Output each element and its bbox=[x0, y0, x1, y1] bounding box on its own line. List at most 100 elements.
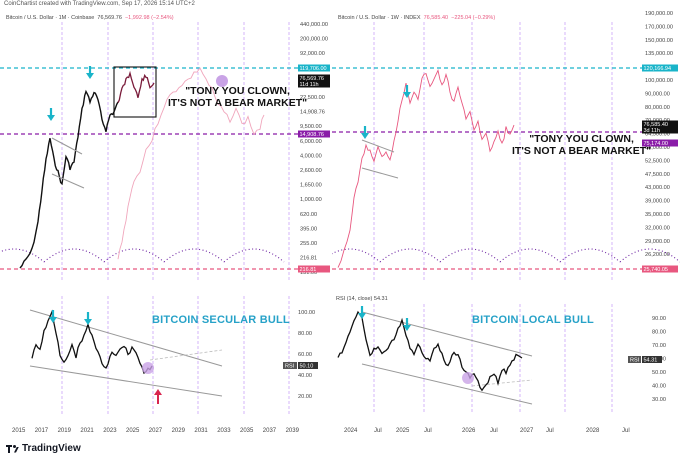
tl-circle-marker bbox=[216, 75, 228, 87]
bl-ytick-4: 20.00 bbox=[298, 394, 312, 400]
tr-arrow-head-0 bbox=[361, 133, 369, 139]
tl-ytick-7: 9,500.00 bbox=[300, 124, 322, 130]
br-ytick-1: 80.00 bbox=[652, 330, 666, 336]
br-xtick-0: 2024 bbox=[344, 428, 358, 434]
bl-xtick-6: 2027 bbox=[149, 428, 163, 434]
tr-ytick-3: 135,000.00 bbox=[645, 51, 673, 57]
tl-purple-tag-bg bbox=[298, 130, 330, 138]
br-arrow-head-0 bbox=[358, 313, 366, 319]
br-xtick-6: 2027 bbox=[520, 428, 534, 434]
tr-arrow-head-1 bbox=[403, 92, 411, 98]
tradingview-logo-icon bbox=[6, 444, 19, 453]
tr-price-tag-bg bbox=[642, 120, 678, 134]
tl-ytick-14: 395.00 bbox=[300, 226, 317, 232]
local-bull-title: BITCOIN LOCAL BULL bbox=[472, 314, 594, 326]
br-rsi-line bbox=[337, 310, 523, 392]
tr-ytick-2: 150,000.00 bbox=[645, 38, 673, 44]
bl-xtick-9: 2033 bbox=[217, 428, 231, 434]
br-rsi-tag: 54.31 bbox=[644, 358, 658, 364]
bl-xtick-1: 2017 bbox=[35, 428, 49, 434]
tl-ytick-10: 2,600.00 bbox=[300, 168, 322, 174]
br-circle-marker bbox=[462, 372, 474, 384]
bl-xtick-2: 2019 bbox=[58, 428, 72, 434]
tl-ytick-15: 255.00 bbox=[300, 241, 317, 247]
br-ytick-6: 30.00 bbox=[652, 397, 666, 403]
tl-price-tag-sub: 11d 11h bbox=[300, 82, 319, 88]
br-dashed-mid bbox=[471, 379, 533, 387]
tl-cycle-arc-0 bbox=[0, 248, 45, 263]
tr-ytick-7: 80,000.00 bbox=[645, 105, 670, 111]
br-xtick-5: Jul bbox=[490, 428, 498, 434]
tl-ytick-13: 620.00 bbox=[300, 212, 317, 218]
tr-ytick-15: 35,000.00 bbox=[645, 212, 670, 218]
tl-cycle-arc-3 bbox=[163, 248, 225, 263]
tl-ytick-16: 216.81 bbox=[300, 256, 317, 262]
bl-xtick-8: 2031 bbox=[194, 428, 208, 434]
price-chart-monthly: 440,000.00200,000.0092,000.0052,000.0034… bbox=[0, 22, 330, 280]
tl-cycle-arc-4 bbox=[223, 248, 285, 263]
br-ytick-2: 70.00 bbox=[652, 343, 666, 349]
br-channel-upper bbox=[361, 311, 533, 357]
tr-trend-lower bbox=[361, 167, 399, 179]
pane-bottom-left[interactable]: 100.00 80.00 60.00 40.00 20.00 RSI 50.10 2015 20… bbox=[0, 292, 332, 438]
tl-price-recent bbox=[117, 70, 155, 103]
pane-tl-title: Bitcoin / U.S. Dollar · 1M · Coinbase 76… bbox=[6, 15, 174, 21]
pane-bottom-right[interactable]: RSI (14, close) 54.31 90.0080.0070.0060.… bbox=[332, 292, 680, 438]
bl-arrow-head-0 bbox=[49, 317, 57, 323]
tr-ytick-14: 39,000.00 bbox=[645, 199, 670, 205]
bl-arrow-head-1 bbox=[84, 319, 92, 325]
tr-ytick-17: 29,000.00 bbox=[645, 239, 670, 245]
tr-cycle-arc-2 bbox=[439, 248, 501, 263]
tl-cyan-tag: 119,706.00 bbox=[300, 66, 327, 72]
tl-ytick-5: 22,500.00 bbox=[300, 95, 325, 101]
tl-cycle-arc-2 bbox=[103, 248, 165, 263]
price-chart-weekly: 190,000.00 170,000.00 150,000.00 135,000.00… bbox=[332, 11, 680, 280]
tr-purple-tag: 75,174.00 bbox=[644, 141, 668, 147]
tr-ytick-10: 58,000.00 bbox=[645, 145, 670, 151]
tl-cyan-tag-bg bbox=[298, 64, 330, 72]
bl-dashed-mid bbox=[149, 349, 223, 361]
bl-rsi-line bbox=[31, 309, 153, 375]
bl-ytick-0: 100.00 bbox=[298, 310, 315, 316]
bl-rsi-tag: 50.10 bbox=[300, 364, 314, 370]
tl-ytick-2: 92,000.00 bbox=[300, 51, 325, 57]
secular-bull-title: BITCOIN SECULAR BULL bbox=[152, 314, 290, 326]
bl-xtick-4: 2023 bbox=[103, 428, 117, 434]
br-arrow-head-1 bbox=[403, 325, 411, 331]
tl-ytick-17: 131.00 bbox=[300, 270, 317, 276]
br-xtick-9: Jul bbox=[622, 428, 630, 434]
tr-pink-tag: 25,740.05 bbox=[644, 267, 668, 273]
tradingview-footer[interactable]: TradingView bbox=[6, 443, 81, 454]
br-xtick-8: 2028 bbox=[586, 428, 600, 434]
tl-ytick-9: 4,000.00 bbox=[300, 153, 322, 159]
tl-projection-line bbox=[117, 67, 265, 260]
tr-ytick-1: 170,000.00 bbox=[645, 24, 673, 30]
tl-arrow-head-1 bbox=[86, 73, 94, 79]
tr-price-tag: 76,585.40 bbox=[644, 122, 668, 128]
br-xtick-2: 2025 bbox=[396, 428, 410, 434]
tl-ytick-8: 6,000.00 bbox=[300, 139, 322, 145]
rsi-chart-secular: 100.00 80.00 60.00 40.00 20.00 RSI 50.10 2015 20… bbox=[12, 296, 318, 434]
pane-top-left[interactable]: Bitcoin / U.S. Dollar · 1M · Coinbase 76… bbox=[0, 10, 332, 290]
br-rsi-tag-bg bbox=[642, 356, 662, 363]
bl-xtick-7: 2029 bbox=[172, 428, 186, 434]
rsi-chart-local: 90.0080.0070.0060.0050.0040.0030.00RSI54… bbox=[337, 304, 666, 434]
tr-cyan-tag-bg bbox=[642, 64, 678, 72]
br-xtick-3: Jul bbox=[424, 428, 432, 434]
bl-channel-upper bbox=[29, 309, 223, 367]
tr-pink-tag-bg bbox=[642, 265, 678, 273]
tr-cyan-tag: 120,166.94 bbox=[644, 66, 672, 72]
tl-price-tag: 76,569.76 bbox=[300, 76, 324, 82]
br-ytick-5: 40.00 bbox=[652, 384, 666, 390]
tl-trend-lower bbox=[51, 173, 85, 189]
tr-cycle-arc-1 bbox=[379, 248, 441, 263]
bl-xtick-3: 2021 bbox=[80, 428, 94, 434]
tl-purple-tag: 14,908.76 bbox=[300, 132, 324, 138]
bl-rsi-label-bg bbox=[283, 362, 297, 369]
tr-ytick-9: 64,500.00 bbox=[645, 132, 670, 138]
tl-ytick-11: 1,650.00 bbox=[300, 183, 322, 189]
bl-xtick-5: 2025 bbox=[126, 428, 140, 434]
br-rsi-label: RSI bbox=[630, 358, 640, 364]
pane-top-right[interactable]: Bitcoin / U.S. Dollar · 1W · INDEX 76,58… bbox=[332, 10, 680, 290]
tl-pink-tag-bg bbox=[298, 265, 330, 273]
